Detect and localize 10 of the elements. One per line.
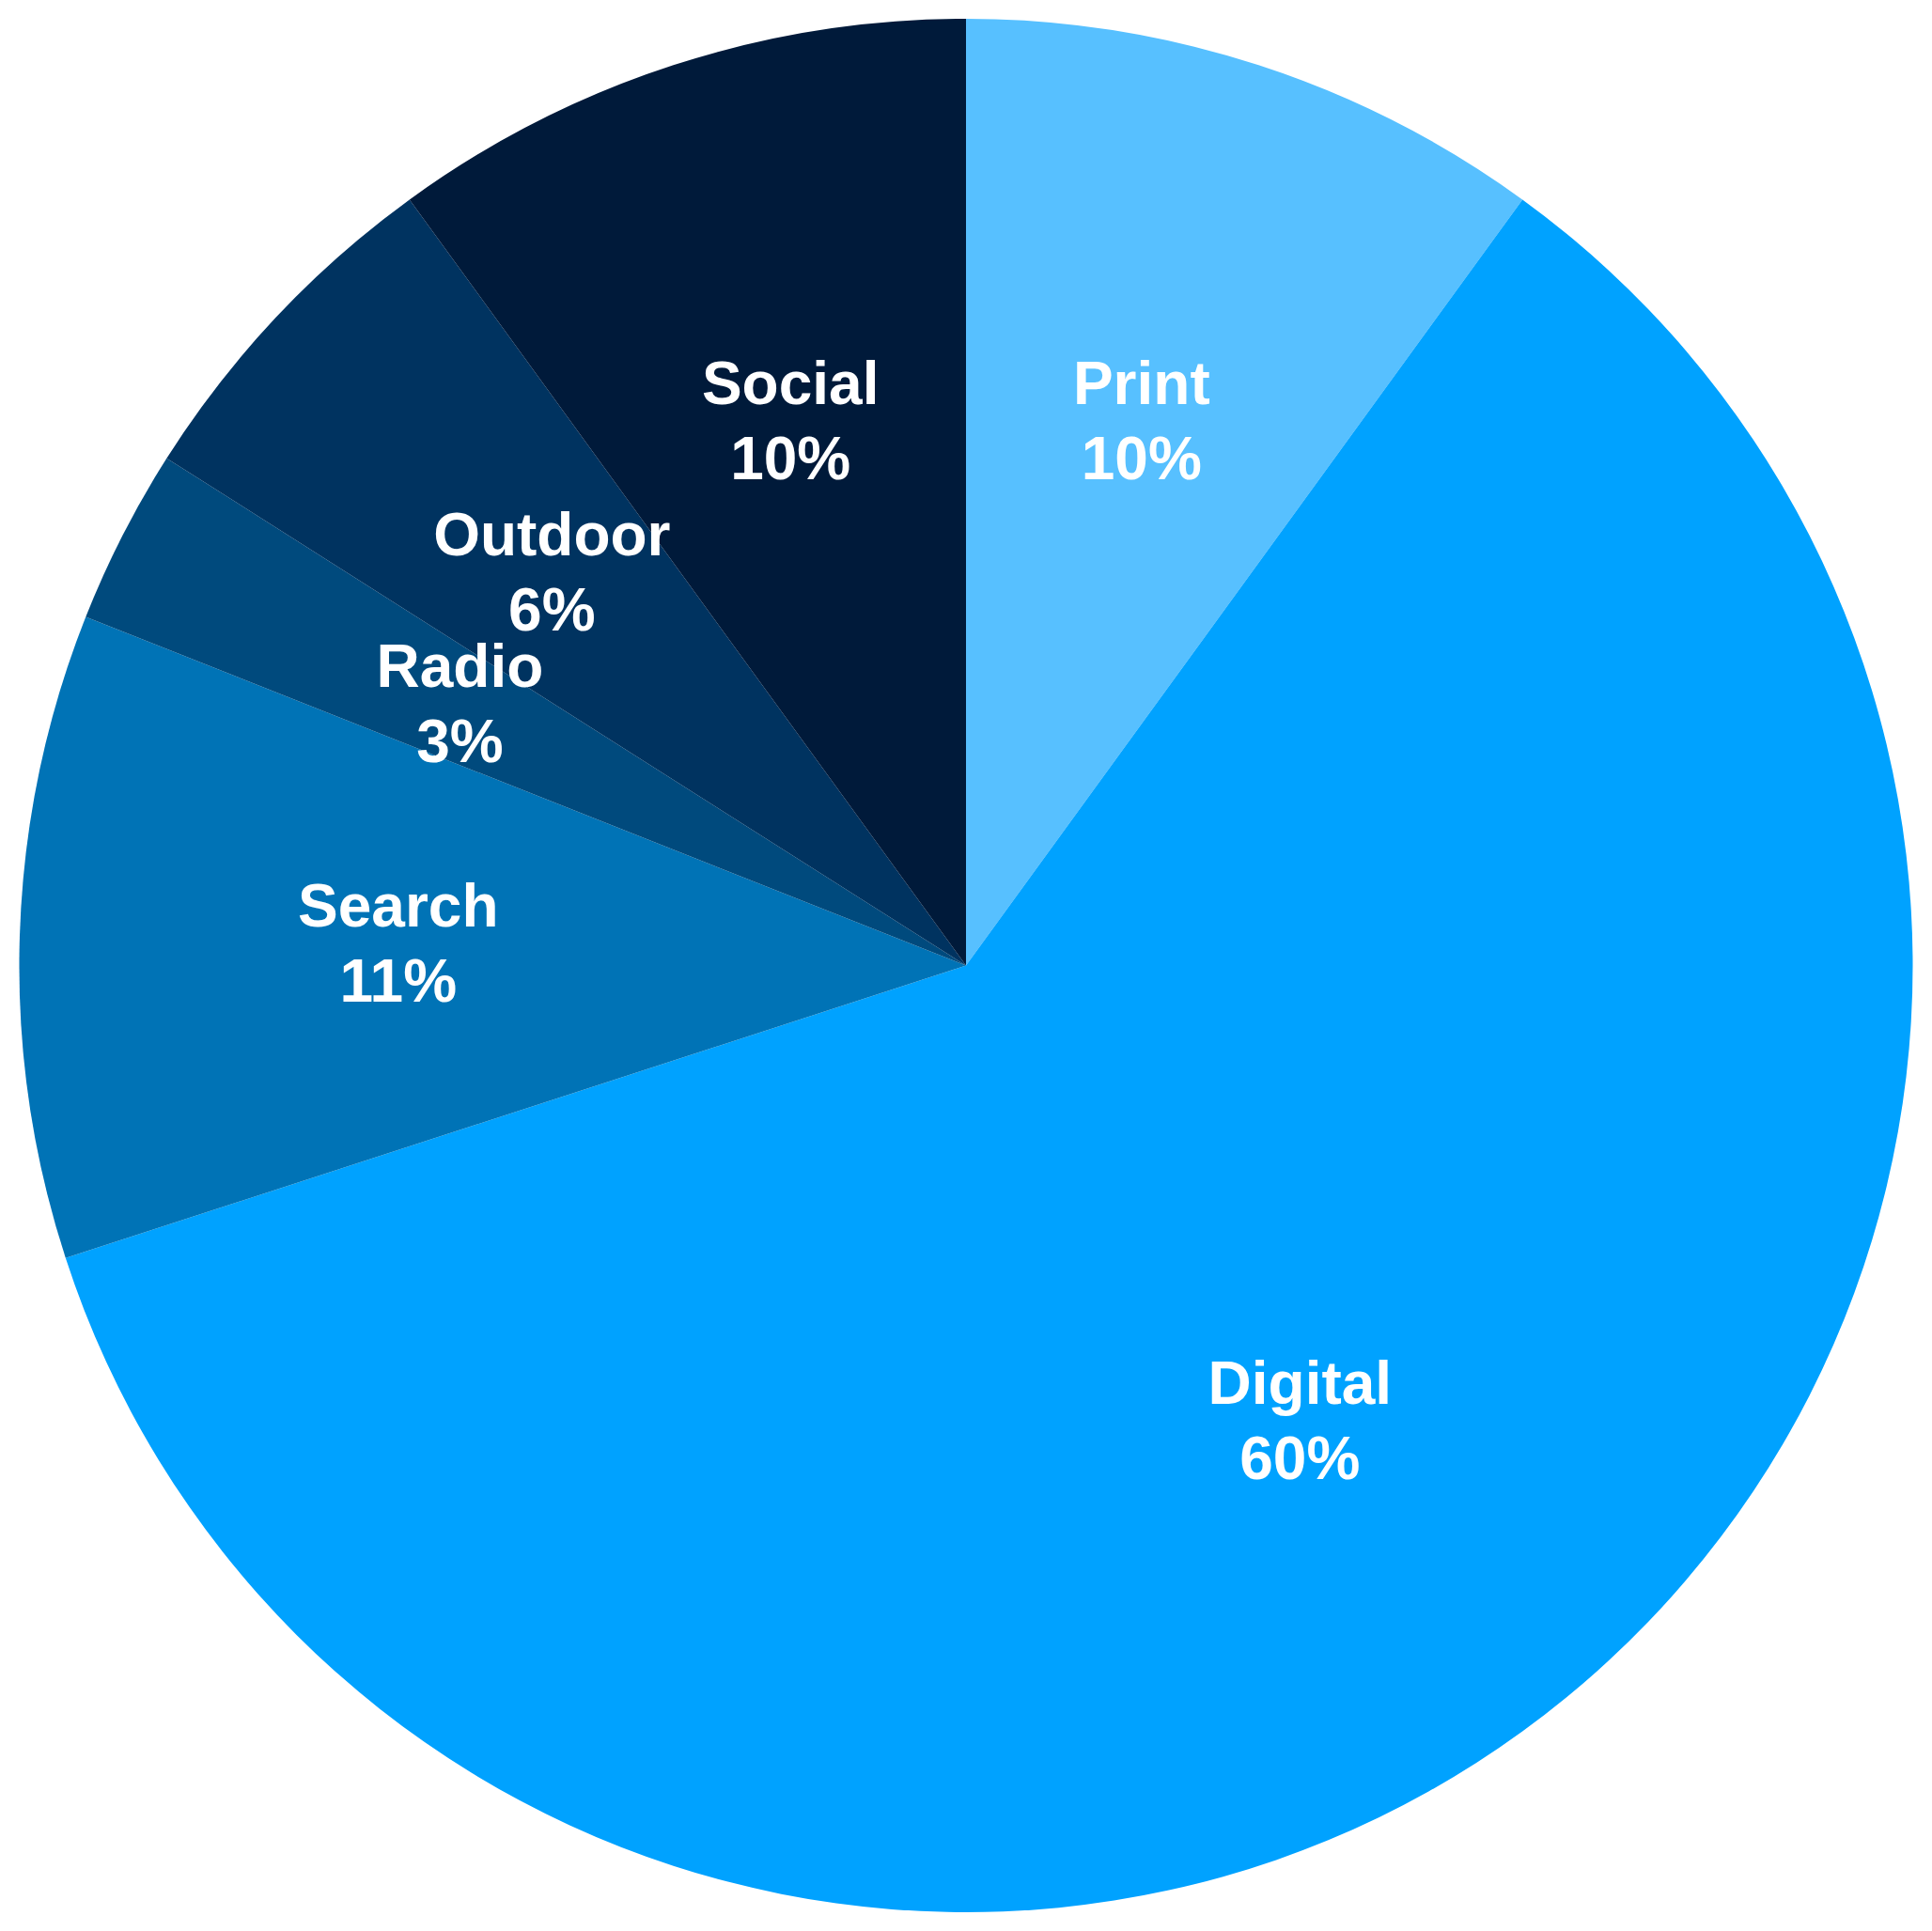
slice-label: Social xyxy=(701,350,880,418)
slice-label: Search xyxy=(298,872,499,941)
data-label: 3% xyxy=(416,707,504,775)
data-label: 10% xyxy=(1081,425,1202,493)
slice-label: Outdoor xyxy=(433,501,671,569)
slice-label: Print xyxy=(1072,350,1210,418)
slice-label: Digital xyxy=(1208,1349,1393,1418)
data-label: 11% xyxy=(339,947,458,1016)
data-label: 10% xyxy=(730,425,851,493)
data-label: 60% xyxy=(1239,1425,1361,1493)
